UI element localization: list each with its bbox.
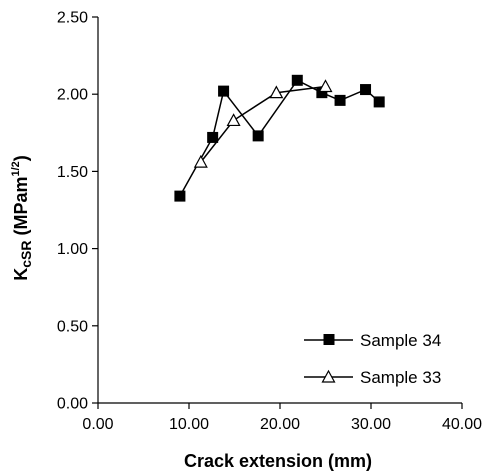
y-tick-label: 1.50 bbox=[57, 164, 88, 181]
x-tick-label: 40.00 bbox=[442, 416, 482, 433]
x-axis-title: Crack extension (mm) bbox=[184, 451, 372, 471]
data-point-sample-34 bbox=[218, 85, 230, 97]
y-tick-label: 2.50 bbox=[57, 10, 88, 27]
data-point-sample-34 bbox=[316, 87, 328, 99]
y-axis-title-unit: (MPam bbox=[11, 177, 31, 241]
data-point-sample-33 bbox=[193, 154, 208, 168]
legend-label-sample-33: Sample 33 bbox=[360, 368, 441, 387]
data-point-sample-34 bbox=[174, 190, 186, 202]
legend: Sample 34 Sample 33 bbox=[304, 331, 441, 387]
data-point-sample-33 bbox=[226, 113, 241, 127]
data-point-sample-34 bbox=[360, 84, 372, 96]
y-axis-title-base: K bbox=[11, 268, 31, 281]
x-tick-label: 10.00 bbox=[169, 416, 209, 433]
y-tick-label: 0.50 bbox=[57, 318, 88, 335]
y-tick-label: 1.00 bbox=[57, 241, 88, 258]
series-sample-34 bbox=[174, 74, 385, 202]
data-point-sample-33 bbox=[269, 85, 284, 99]
data-point-sample-34 bbox=[291, 74, 303, 86]
data-point-sample-33 bbox=[318, 79, 333, 93]
legend-label-sample-34: Sample 34 bbox=[360, 331, 441, 350]
axis-ticks: 0.00 0.50 1.00 1.50 2.00 2.50 0.00 10.00 20.00 30… bbox=[57, 10, 482, 434]
y-tick-label: 0.00 bbox=[57, 396, 88, 413]
data-point-sample-34 bbox=[334, 94, 346, 106]
x-tick-label: 30.00 bbox=[351, 416, 391, 433]
data-point-sample-34 bbox=[373, 96, 385, 108]
legend-marker-sample-33 bbox=[321, 369, 336, 383]
data-point-sample-34 bbox=[207, 131, 219, 143]
y-axis-title-unit-superscript: 1/2 bbox=[10, 161, 22, 176]
legend-marker-sample-34 bbox=[323, 334, 335, 345]
x-tick-label: 20.00 bbox=[260, 416, 300, 433]
y-axis-title-subscript: cSR bbox=[18, 241, 34, 268]
y-axis-title: KcSR (MPam1/2) bbox=[10, 155, 34, 281]
series-line-sample-33 bbox=[200, 85, 326, 163]
series-layer bbox=[174, 74, 385, 202]
y-axis-title-unit-close: ) bbox=[11, 155, 31, 161]
x-tick-label: 0.00 bbox=[82, 416, 113, 433]
data-point-sample-34 bbox=[252, 130, 264, 142]
series-sample-33 bbox=[193, 79, 333, 168]
y-tick-label: 2.00 bbox=[57, 87, 88, 104]
